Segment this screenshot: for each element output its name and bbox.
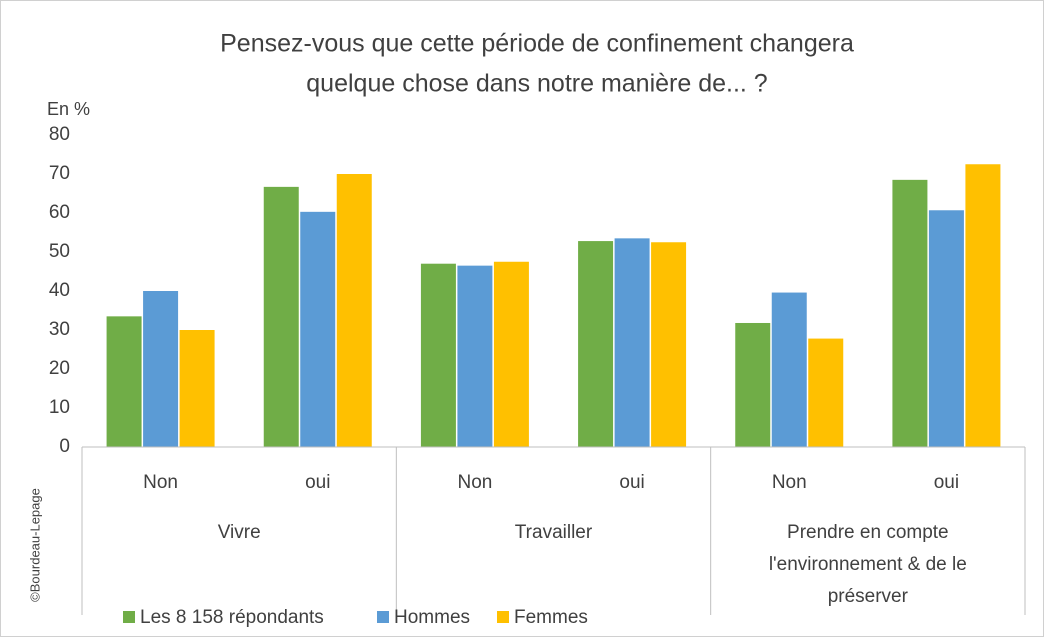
x-tick-label: Non (143, 472, 178, 493)
bar (106, 316, 142, 447)
bar (892, 179, 928, 447)
y-tick-label: 60 (49, 202, 70, 223)
group-label: Prendre en compte (787, 522, 949, 543)
chart-title: quelque chose dans notre manière de... ? (306, 70, 767, 98)
bar (614, 238, 650, 447)
bar (771, 292, 807, 447)
legend-label: Les 8 158 répondants (140, 607, 324, 628)
y-tick-label: 30 (49, 319, 70, 340)
y-tick-label: 80 (49, 124, 70, 145)
bar (300, 211, 336, 447)
y-tick-label: 20 (49, 358, 70, 379)
bar (578, 241, 614, 447)
source: ©Bourdeau-Lepage (27, 488, 42, 602)
group-label: Travailler (515, 522, 593, 543)
bar (263, 186, 299, 447)
bar (808, 338, 844, 447)
x-tick-label: oui (934, 472, 959, 493)
bar (965, 164, 1001, 447)
bar (420, 263, 456, 447)
chart-title: Pensez-vous que cette période de confine… (220, 30, 854, 58)
legend-swatch (497, 611, 509, 623)
bar (928, 210, 964, 447)
bar (179, 330, 215, 447)
bar (651, 242, 687, 447)
legend-label: Femmes (514, 607, 588, 628)
y-tick-label: 40 (49, 280, 70, 301)
bar (143, 291, 179, 447)
y-tick-label: 70 (49, 163, 70, 184)
x-tick-label: Non (772, 472, 807, 493)
x-tick-label: oui (305, 472, 330, 493)
group-label: l'environnement & de le (769, 554, 967, 575)
bar (457, 265, 493, 447)
bar (493, 261, 529, 447)
bar (735, 322, 771, 447)
x-tick-label: Non (457, 472, 492, 493)
legend-swatch (123, 611, 135, 623)
bar (336, 174, 372, 447)
group-label: préserver (828, 586, 909, 607)
y-axis-label: En % (47, 99, 90, 119)
group-label: Vivre (218, 522, 261, 543)
x-tick-label: oui (619, 472, 644, 493)
y-tick-label: 0 (59, 436, 70, 457)
legend-swatch (377, 611, 389, 623)
legend-label: Hommes (394, 607, 470, 628)
y-tick-label: 50 (49, 241, 70, 262)
y-tick-label: 10 (49, 397, 70, 418)
